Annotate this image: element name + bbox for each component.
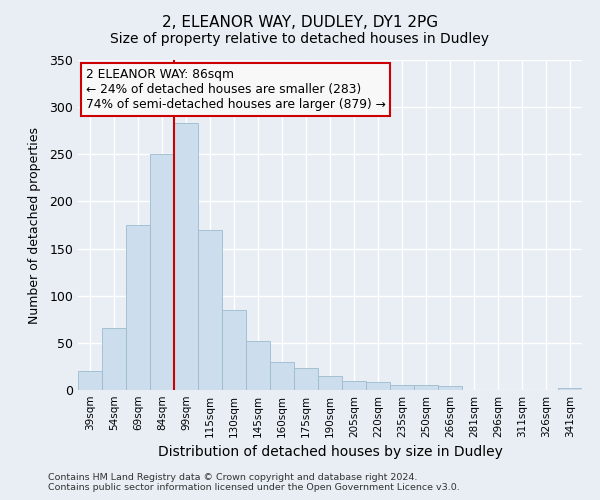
- Bar: [198, 230, 222, 390]
- Bar: [366, 382, 390, 390]
- Bar: [390, 386, 414, 390]
- Bar: [246, 341, 270, 390]
- Bar: [558, 388, 582, 390]
- Bar: [126, 225, 150, 390]
- Text: Contains HM Land Registry data © Crown copyright and database right 2024.
Contai: Contains HM Land Registry data © Crown c…: [48, 473, 460, 492]
- Text: 2, ELEANOR WAY, DUDLEY, DY1 2PG: 2, ELEANOR WAY, DUDLEY, DY1 2PG: [162, 15, 438, 30]
- Bar: [270, 362, 294, 390]
- Bar: [294, 368, 318, 390]
- Bar: [342, 380, 366, 390]
- Bar: [102, 328, 126, 390]
- Text: 2 ELEANOR WAY: 86sqm
← 24% of detached houses are smaller (283)
74% of semi-deta: 2 ELEANOR WAY: 86sqm ← 24% of detached h…: [86, 68, 385, 112]
- Y-axis label: Number of detached properties: Number of detached properties: [28, 126, 41, 324]
- Bar: [414, 386, 438, 390]
- Bar: [438, 386, 462, 390]
- Bar: [78, 371, 102, 390]
- Bar: [150, 154, 174, 390]
- X-axis label: Distribution of detached houses by size in Dudley: Distribution of detached houses by size …: [158, 446, 502, 460]
- Text: Size of property relative to detached houses in Dudley: Size of property relative to detached ho…: [110, 32, 490, 46]
- Bar: [318, 376, 342, 390]
- Bar: [174, 123, 198, 390]
- Bar: [222, 310, 246, 390]
